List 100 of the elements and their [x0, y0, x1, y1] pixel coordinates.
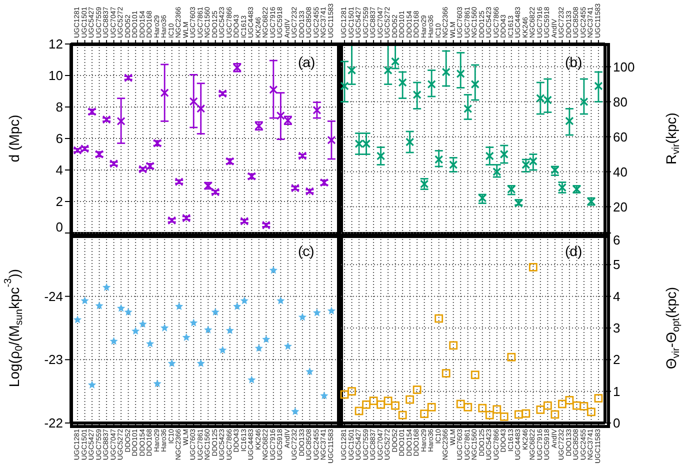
- point: [175, 302, 184, 310]
- point: [528, 263, 538, 272]
- point: [116, 304, 126, 312]
- annotation: (a): [298, 54, 316, 70]
- y2-tick-label: 5: [613, 257, 620, 272]
- point: [543, 401, 552, 410]
- point: [456, 69, 465, 78]
- point: [189, 97, 198, 106]
- point: [204, 326, 212, 334]
- point: [88, 380, 96, 388]
- point: [291, 407, 300, 416]
- annotation: (c): [298, 243, 314, 259]
- point: [384, 396, 392, 406]
- point: [427, 80, 436, 89]
- point: [80, 296, 89, 304]
- y2-tick-label: 100: [613, 59, 635, 74]
- point: [514, 410, 523, 419]
- point: [464, 402, 472, 412]
- point: [102, 115, 111, 124]
- point: [233, 302, 242, 310]
- point: [95, 302, 104, 310]
- point: [492, 405, 502, 414]
- point: [254, 344, 264, 352]
- point: [116, 116, 126, 126]
- point: [160, 88, 169, 98]
- point: [102, 283, 111, 291]
- y-axis-title: d (Mpc): [6, 114, 22, 162]
- point: [587, 408, 596, 416]
- point: [248, 376, 256, 384]
- point: [434, 155, 444, 164]
- point: [298, 312, 307, 321]
- annotation: (d): [565, 243, 582, 259]
- point: [124, 308, 132, 316]
- point: [391, 401, 400, 410]
- point: [290, 184, 300, 192]
- point: [376, 400, 386, 409]
- point: [485, 410, 494, 420]
- point: [449, 160, 458, 170]
- y-tick-label: 2: [56, 194, 63, 209]
- point: [427, 402, 436, 412]
- point: [327, 136, 336, 144]
- point: [276, 296, 285, 304]
- point: [312, 308, 322, 316]
- point: [298, 152, 307, 160]
- point: [218, 89, 227, 98]
- point: [110, 337, 118, 345]
- point: [362, 400, 370, 409]
- y2-tick-label: 2: [613, 352, 620, 368]
- y-tick-label: 0: [56, 220, 63, 234]
- y2-tick-label: 80: [613, 94, 628, 110]
- point: [168, 216, 176, 225]
- point: [124, 74, 133, 82]
- point: [594, 394, 603, 402]
- point: [412, 386, 422, 394]
- y-tick-label: -22: [44, 416, 63, 430]
- y-tick-label: 8: [56, 100, 63, 114]
- y2-tick-label: 3: [613, 320, 620, 336]
- y2-tick-label: 6: [613, 232, 620, 248]
- point: [354, 406, 364, 416]
- y2-tick-label: 0: [613, 416, 620, 430]
- point: [406, 138, 414, 146]
- point: [240, 296, 248, 304]
- point: [572, 401, 581, 410]
- y-tick-label: -23: [44, 352, 63, 368]
- point: [306, 367, 314, 376]
- point: [485, 152, 494, 160]
- point: [276, 111, 285, 120]
- point: [470, 370, 480, 380]
- y2-tick-label: 4: [613, 288, 620, 304]
- point: [442, 369, 450, 378]
- point: [347, 66, 356, 75]
- point: [327, 306, 336, 314]
- point: [594, 82, 603, 90]
- point: [376, 152, 386, 160]
- point: [153, 379, 162, 388]
- point: [536, 406, 545, 414]
- point: [434, 314, 444, 323]
- y2-tick-label: 1: [613, 384, 620, 399]
- point: [580, 402, 588, 410]
- point: [269, 266, 278, 274]
- annotation: (b): [565, 54, 582, 70]
- point: [580, 97, 588, 106]
- point: [464, 104, 472, 114]
- point: [190, 318, 198, 326]
- point: [174, 178, 184, 186]
- point: [312, 106, 322, 114]
- point: [449, 341, 458, 350]
- point: [406, 395, 414, 404]
- point: [110, 159, 118, 168]
- point: [558, 400, 566, 408]
- point: [565, 396, 574, 404]
- point: [196, 104, 206, 113]
- point: [262, 220, 270, 230]
- point: [146, 340, 154, 348]
- point: [182, 333, 190, 341]
- y-tick-label: 4: [56, 162, 63, 178]
- point: [182, 214, 191, 222]
- point: [412, 90, 422, 100]
- point: [500, 412, 508, 421]
- point: [320, 391, 328, 400]
